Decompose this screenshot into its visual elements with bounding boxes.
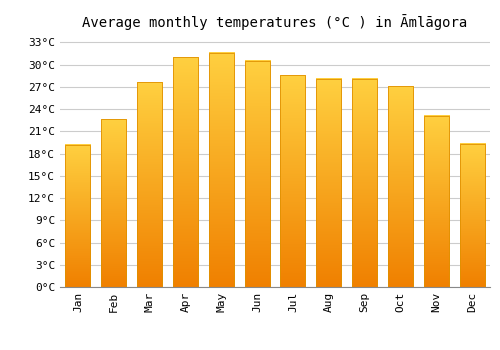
Bar [424,116,449,287]
Bar [208,53,234,287]
Bar [316,79,342,287]
Bar [460,144,484,287]
Bar [101,119,126,287]
Bar [388,86,413,287]
Bar [352,79,377,287]
Bar [66,145,90,287]
Bar [280,75,305,287]
Title: Average monthly temperatures (°C ) in Āmlāgora: Average monthly temperatures (°C ) in Ām… [82,14,468,30]
Bar [173,57,198,287]
Bar [244,61,270,287]
Bar [137,83,162,287]
